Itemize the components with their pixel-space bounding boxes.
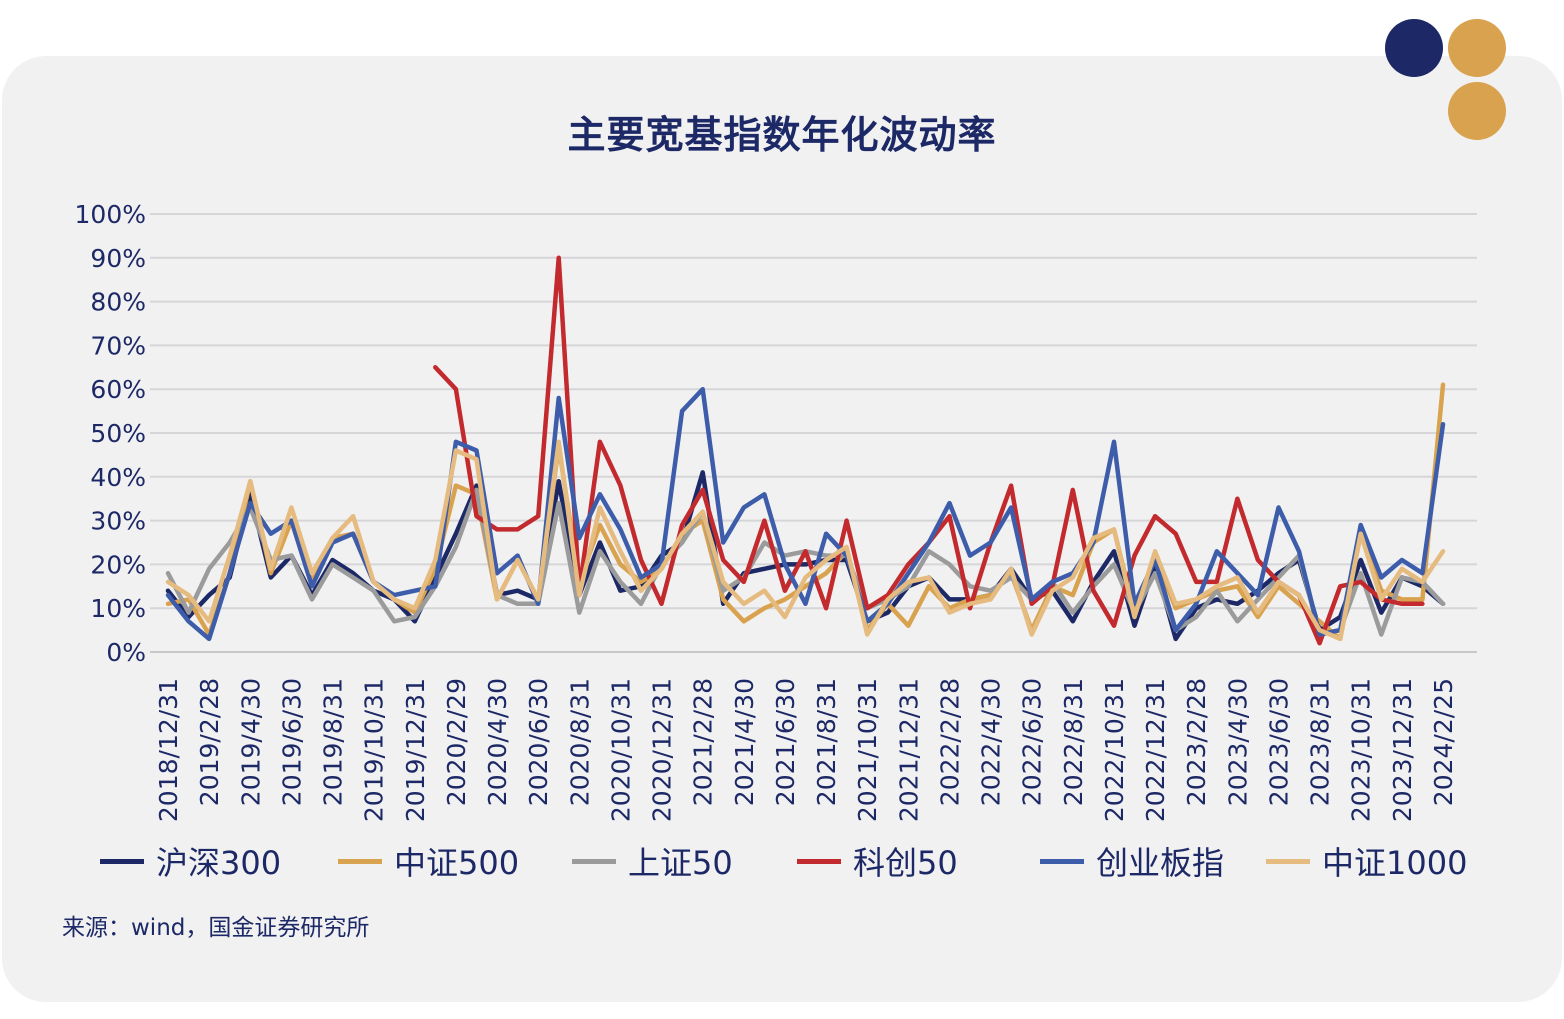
x-tick-label: 2022/12/31 — [1141, 678, 1170, 822]
legend-swatch — [1266, 858, 1310, 864]
y-tick-label: 100% — [75, 200, 146, 229]
legend-item-zz1000: 中证1000 — [1266, 838, 1467, 884]
legend-item-hs300: 沪深300 — [100, 838, 281, 884]
x-tick-label: 2019/12/31 — [401, 678, 430, 822]
legend-item-zz500: 中证500 — [338, 838, 519, 884]
y-tick-label: 60% — [90, 375, 146, 404]
x-tick-label: 2023/12/31 — [1388, 678, 1417, 822]
y-tick-label: 20% — [90, 550, 146, 579]
legend-swatch — [1040, 858, 1084, 864]
x-tick-label: 2022/8/31 — [1059, 678, 1088, 806]
x-axis-ticks: 2018/12/31 2019/2/28 2019/4/30 2019/6/30 201… — [154, 678, 1458, 822]
x-tick-label: 2023/6/30 — [1264, 678, 1293, 806]
x-tick-label: 2023/4/30 — [1223, 678, 1252, 806]
legend-swatch — [100, 858, 144, 864]
legend-label: 上证50 — [628, 844, 733, 882]
x-tick-label: 2022/10/31 — [1100, 678, 1129, 822]
x-tick-label: 2020/12/31 — [648, 678, 677, 822]
x-tick-label: 2021/12/31 — [894, 678, 923, 822]
decor-dot-gold-bottom — [1448, 82, 1506, 140]
y-tick-label: 0% — [106, 638, 146, 667]
legend-item-sz50: 上证50 — [572, 838, 733, 884]
y-axis-ticks: 0% 10% 20% 30% 40% 50% 60% 70% 80% 90% 100% — [75, 200, 146, 667]
x-tick-label: 2021/6/30 — [771, 678, 800, 806]
source-note: 来源：wind，国金证券研究所 — [62, 915, 370, 941]
x-tick-label: 2019/2/28 — [195, 678, 224, 806]
x-tick-label: 2023/10/31 — [1347, 678, 1376, 822]
legend-swatch — [338, 858, 382, 864]
y-tick-label: 50% — [90, 419, 146, 448]
series-lines — [165, 255, 1446, 646]
y-tick-label: 30% — [90, 507, 146, 536]
grid-lines — [150, 213, 1477, 610]
x-tick-label: 2024/2/25 — [1429, 678, 1458, 806]
x-tick-label: 2023/8/31 — [1306, 678, 1335, 806]
x-tick-label: 2018/12/31 — [154, 678, 183, 822]
legend-item-cyb: 创业板指 — [1040, 838, 1224, 884]
x-tick-label: 2020/6/30 — [524, 678, 553, 806]
x-tick-label: 2019/8/31 — [319, 678, 348, 806]
x-tick-label: 2019/6/30 — [277, 678, 306, 806]
decor-dot-navy — [1385, 19, 1443, 77]
legend-label: 创业板指 — [1096, 844, 1225, 882]
y-tick-label: 70% — [90, 331, 146, 360]
y-tick-label: 80% — [90, 288, 146, 317]
x-tick-label: 2021/2/28 — [689, 678, 718, 806]
x-tick-label: 2022/2/28 — [935, 678, 964, 806]
y-tick-label: 90% — [90, 244, 146, 273]
x-tick-label: 2019/10/31 — [360, 678, 389, 822]
legend-label: 中证500 — [394, 844, 520, 882]
y-tick-label: 40% — [90, 463, 146, 492]
series-line-沪深300 — [165, 470, 1446, 642]
x-tick-label: 2019/4/30 — [236, 678, 265, 806]
x-tick-label: 2020/10/31 — [606, 678, 635, 822]
x-tick-label: 2021/8/31 — [812, 678, 841, 806]
x-tick-label: 2020/8/31 — [565, 678, 594, 806]
decor-dot-gold-top — [1448, 19, 1506, 77]
x-tick-label: 2022/4/30 — [977, 678, 1006, 806]
y-tick-label: 10% — [90, 594, 146, 623]
legend-swatch — [572, 858, 616, 864]
series-line-中证1000 — [165, 439, 1446, 642]
x-tick-label: 2020/4/30 — [483, 678, 512, 806]
legend-label: 中证1000 — [1322, 844, 1468, 882]
x-tick-label: 2021/4/30 — [730, 678, 759, 806]
chart-title: 主要宽基指数年化波动率 — [567, 113, 997, 157]
x-tick-label: 2022/6/30 — [1018, 678, 1047, 806]
x-tick-label: 2021/10/31 — [853, 678, 882, 822]
x-tick-label: 2023/2/28 — [1182, 678, 1211, 806]
legend-swatch — [797, 858, 841, 864]
legend-label: 沪深300 — [156, 844, 282, 882]
x-tick-label: 2020/2/29 — [442, 678, 471, 806]
legend-label: 科创50 — [853, 844, 958, 882]
legend-item-kc50: 科创50 — [797, 838, 958, 884]
